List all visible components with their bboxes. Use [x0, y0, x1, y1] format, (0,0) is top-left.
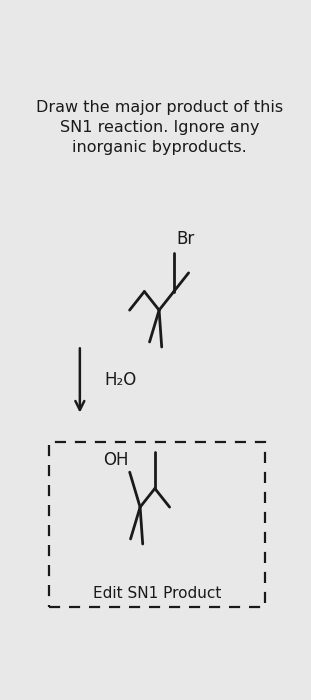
Text: H₂O: H₂O	[104, 372, 136, 389]
Text: Draw the major product of this
SN1 reaction. Ignore any
inorganic byproducts.: Draw the major product of this SN1 react…	[36, 100, 283, 155]
Text: Br: Br	[176, 230, 194, 248]
Text: Edit SN1 Product: Edit SN1 Product	[93, 587, 221, 601]
Text: OH: OH	[103, 452, 128, 470]
